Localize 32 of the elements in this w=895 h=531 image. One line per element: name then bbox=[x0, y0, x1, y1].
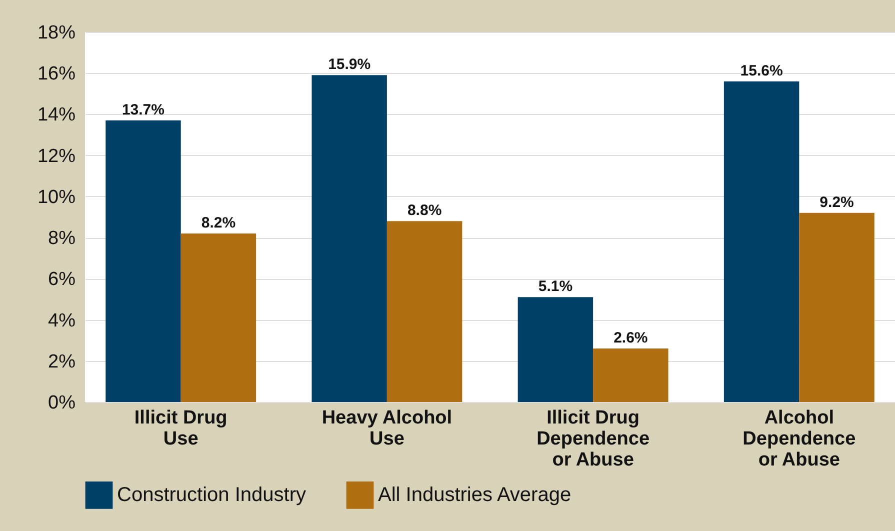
bar bbox=[386, 221, 462, 402]
data-label: 15.6% bbox=[740, 62, 783, 80]
y-tick-label: 12% bbox=[37, 146, 76, 167]
data-label: 15.9% bbox=[328, 56, 371, 74]
data-label: 13.7% bbox=[122, 101, 164, 118]
data-label: 8.8% bbox=[407, 202, 442, 220]
y-tick-label: 8% bbox=[48, 228, 76, 250]
data-label: 9.2% bbox=[820, 194, 854, 211]
bar bbox=[518, 297, 594, 402]
bar bbox=[593, 348, 668, 402]
data-label: 8.2% bbox=[201, 214, 236, 232]
x-tick-label: Illicit Drug Dependence or Abuse bbox=[536, 408, 650, 470]
bar bbox=[180, 233, 256, 402]
data-label: 5.1% bbox=[538, 278, 573, 296]
legend-label: All Industries Average bbox=[378, 484, 572, 506]
x-tick-label: Alcohol Dependence or Abuse bbox=[742, 408, 856, 470]
bar bbox=[799, 212, 874, 402]
bar bbox=[312, 75, 387, 402]
data-label: 2.6% bbox=[614, 330, 648, 347]
bar bbox=[106, 120, 181, 402]
y-tick-label: 16% bbox=[37, 64, 76, 85]
y-tick-label: 10% bbox=[37, 186, 76, 208]
x-tick-label: Heavy Alcohol Use bbox=[322, 408, 452, 450]
y-tick-label: 6% bbox=[48, 269, 76, 290]
legend-label: Construction Industry bbox=[117, 484, 306, 506]
y-tick-label: 0% bbox=[48, 392, 76, 414]
y-tick-label: 14% bbox=[37, 104, 76, 126]
bar bbox=[724, 81, 800, 402]
x-tick-label: Illicit Drug Use bbox=[134, 408, 228, 450]
y-tick-label: 4% bbox=[48, 310, 76, 332]
y-tick-label: 18% bbox=[37, 22, 76, 44]
y-tick-label: 2% bbox=[48, 351, 76, 372]
